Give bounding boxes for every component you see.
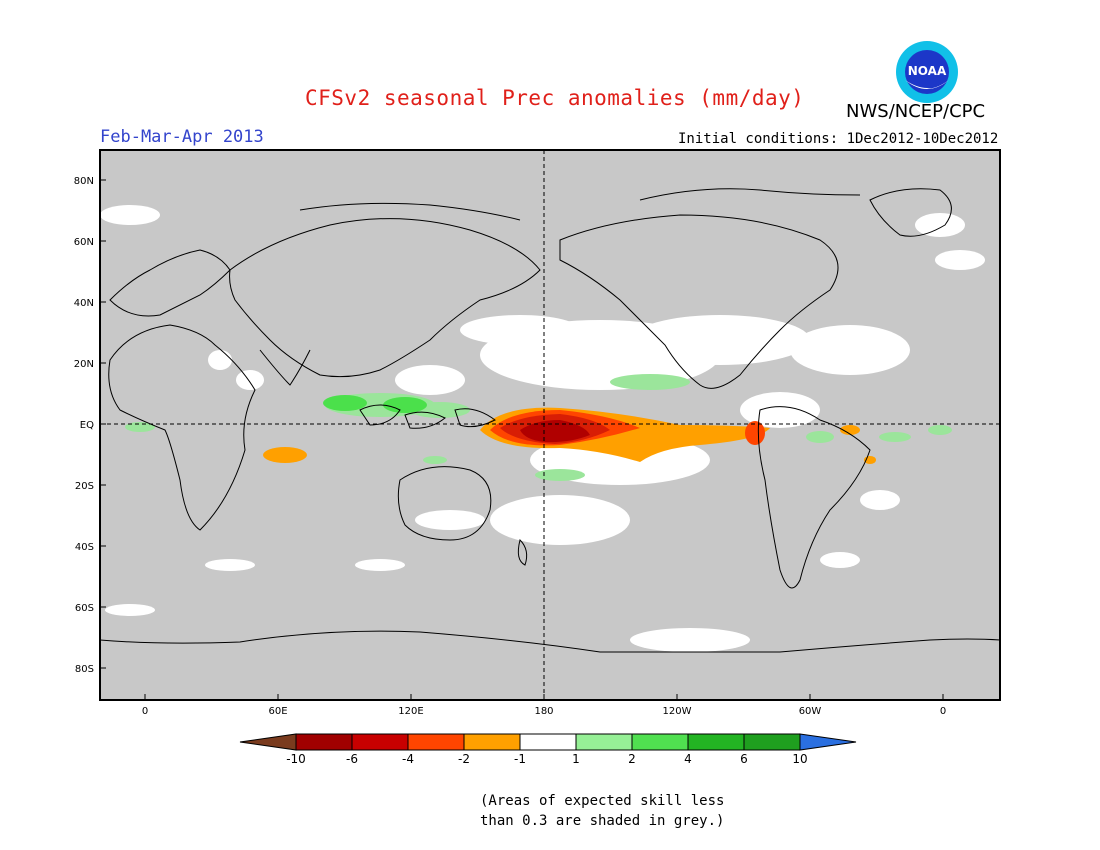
colorbar-bin xyxy=(351,733,409,751)
colorbar: -10 -6 -4 -2 -1 1 2 4 6 10 xyxy=(239,733,857,766)
lon-label: 60W xyxy=(799,706,822,717)
lat-label: 60N xyxy=(74,237,94,248)
colorbar-label: 4 xyxy=(684,752,692,766)
colorbar-label: 10 xyxy=(792,752,807,766)
colorbar-left-arrow xyxy=(239,733,297,751)
colorbar-right-arrow xyxy=(799,733,857,751)
organization-label: NWS/NCEP/CPC xyxy=(846,101,986,122)
lat-label: 20N xyxy=(74,359,94,370)
lat-label: EQ xyxy=(80,420,94,431)
lat-label: 40S xyxy=(75,542,94,553)
colorbar-bin xyxy=(519,733,577,751)
colorbar-bin xyxy=(463,733,521,751)
lat-label: 60S xyxy=(75,603,94,614)
lon-label: 0 xyxy=(142,706,148,717)
anomaly-layer xyxy=(100,150,1000,700)
negative-anomaly-areas xyxy=(263,407,876,464)
logo-text: NOAA xyxy=(908,64,947,78)
colorbar-label: -6 xyxy=(346,752,358,766)
colorbar-bin xyxy=(575,733,633,751)
colorbar-bin xyxy=(407,733,465,751)
colorbar-label: 2 xyxy=(628,752,636,766)
noaa-logo-icon: NOAA xyxy=(896,41,958,103)
lat-label: 40N xyxy=(74,298,94,309)
colorbar-label: 6 xyxy=(740,752,748,766)
skill-note-line2: than 0.3 are shaded in grey.) xyxy=(480,813,725,829)
lat-label: 80S xyxy=(75,664,94,675)
lat-label: 80N xyxy=(74,176,94,187)
colorbar-bin xyxy=(687,733,745,751)
coastlines xyxy=(100,188,1000,653)
longitude-labels: 0 60E 120E 180 120W 60W 0 xyxy=(142,706,946,717)
colorbar-label: -10 xyxy=(286,752,306,766)
colorbar-label: 1 xyxy=(572,752,580,766)
latitude-labels: 80N 60N 40N 20N EQ 20S 40S 60S 80S xyxy=(74,176,94,675)
lon-label: 120W xyxy=(663,706,692,717)
initial-conditions: Initial conditions: 1Dec2012-10Dec2012 xyxy=(678,131,999,147)
colorbar-bin xyxy=(295,733,353,751)
colorbar-bin xyxy=(631,733,689,751)
forecast-period: Feb-Mar-Apr 2013 xyxy=(100,127,264,147)
chart-title: CFSv2 seasonal Prec anomalies (mm/day) xyxy=(305,86,805,110)
positive-anomaly-areas xyxy=(125,374,952,481)
axis-ticks xyxy=(100,179,944,700)
lon-label: 0 xyxy=(940,706,946,717)
map-frame xyxy=(99,149,1001,701)
colorbar-label: -2 xyxy=(458,752,470,766)
lon-label: 120E xyxy=(398,706,423,717)
colorbar-label: -4 xyxy=(402,752,414,766)
lon-label: 60E xyxy=(268,706,287,717)
lat-label: 20S xyxy=(75,481,94,492)
colorbar-label: -1 xyxy=(514,752,526,766)
colorbar-bin xyxy=(743,733,801,751)
lon-label: 180 xyxy=(534,706,553,717)
skill-note-line1: (Areas of expected skill less xyxy=(480,793,725,809)
